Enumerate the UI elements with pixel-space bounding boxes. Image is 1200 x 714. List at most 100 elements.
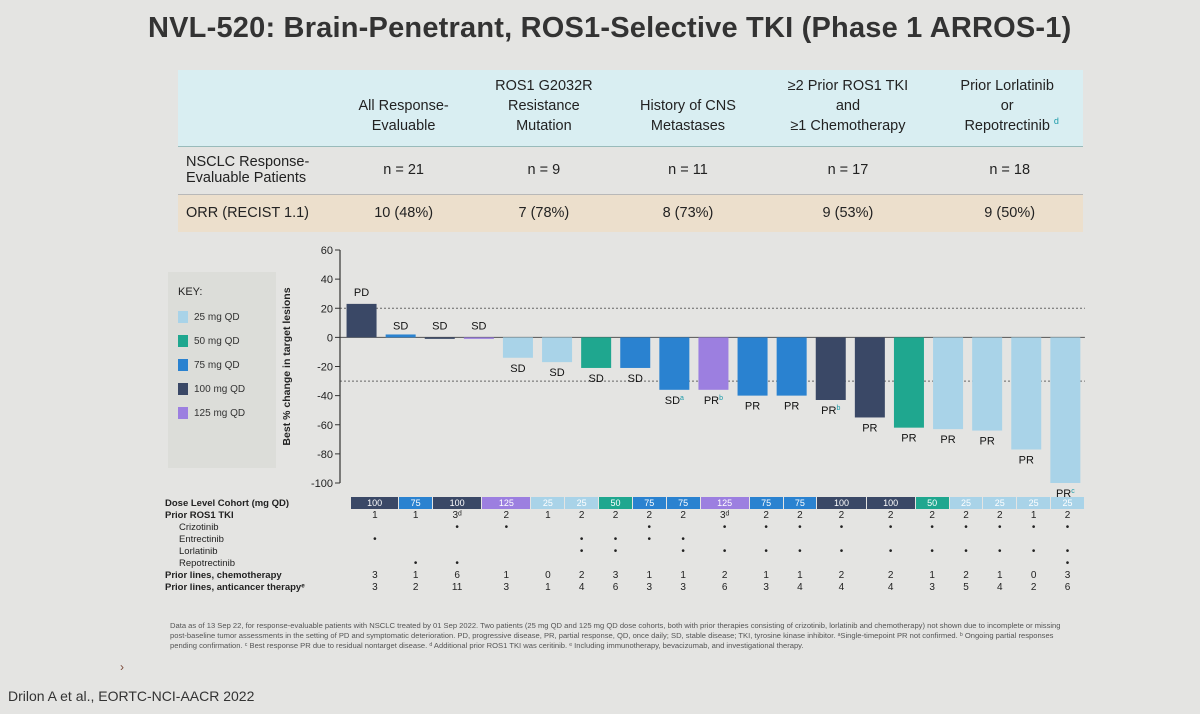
- detail-cell: •: [455, 557, 459, 569]
- key-swatch: [178, 383, 188, 395]
- detail-cell: [983, 533, 1017, 545]
- detail-cell: 3: [372, 581, 378, 593]
- summary-cell: n = 17: [759, 146, 937, 195]
- bar-label: SD: [589, 373, 604, 385]
- detail-cell: •: [764, 521, 768, 533]
- footnote: Data as of 13 Sep 22, for response-evalu…: [170, 621, 1061, 650]
- row-label-text: NSCLC Response- Evaluable Patients: [186, 154, 310, 186]
- dose-row-label: Dose Level Cohort (mg QD): [165, 497, 290, 509]
- bar-label: PD: [354, 287, 369, 299]
- detail-cell: [565, 521, 599, 533]
- bar-label: SD: [628, 373, 643, 385]
- summary-col-header: Prior Lorlatinib or Repotrectinib d: [936, 70, 1083, 147]
- summary-cell: 9 (53%): [822, 205, 874, 222]
- detail-cell: [915, 557, 949, 569]
- key-label: 25 mg QD: [194, 311, 240, 323]
- summary-row: NSCLC Response- Evaluable Patients n = 2…: [178, 146, 1083, 195]
- detail-cell: 2: [887, 509, 894, 521]
- detail-cell: 11: [451, 581, 463, 593]
- detail-cell: 3: [612, 569, 619, 581]
- detail-cell: 1: [797, 569, 803, 581]
- bar: [854, 337, 885, 418]
- detail-cell: •: [1065, 557, 1070, 569]
- key-swatch: [178, 407, 188, 419]
- y-tick-label: -60: [317, 420, 333, 432]
- dose-key: KEY: 25 mg QD 50 mg QD 75 mg QD 100 mg Q…: [168, 272, 276, 468]
- col-label: All Response- Evaluable: [358, 97, 449, 134]
- dose-cell: 75: [632, 497, 667, 509]
- detail-cell: 2: [997, 509, 1003, 521]
- y-tick-label: -20: [317, 362, 333, 374]
- detail-cell: [866, 557, 915, 569]
- detail-cell: 2: [412, 581, 419, 593]
- key-swatch: [178, 311, 188, 323]
- bar: [776, 337, 807, 396]
- y-tick-label: 20: [321, 303, 333, 315]
- summary-header-row: All Response- Evaluable ROS1 G2032R Resi…: [178, 70, 1083, 147]
- summary-col-header: History of CNS Metastases: [616, 70, 760, 147]
- bar: [933, 337, 964, 430]
- dose-cell: 125: [700, 497, 750, 509]
- detail-cell: [1017, 557, 1051, 569]
- bar: [815, 337, 846, 400]
- detail-cell: [1017, 533, 1051, 545]
- detail-row-label: Repotrectinib: [179, 557, 235, 569]
- detail-cell: 2: [797, 509, 803, 521]
- bar-label: SD: [510, 363, 525, 375]
- patient-detail-row: Entrectinib • • • • •: [165, 533, 1085, 545]
- detail-cell: 2: [680, 509, 686, 521]
- detail-cell: 4: [797, 581, 803, 593]
- detail-cell: [783, 557, 817, 569]
- detail-cell: 2: [838, 509, 845, 521]
- bar: [1050, 337, 1081, 483]
- bar-label-superscript: b: [719, 395, 723, 402]
- detail-cell: [666, 521, 700, 533]
- summary-cell: n = 21: [336, 146, 472, 195]
- detail-row-label: Prior lines, chemotherapy: [165, 569, 282, 581]
- detail-cell: 2: [721, 569, 728, 581]
- detail-cell: 2: [503, 509, 510, 521]
- bar: [463, 337, 494, 339]
- detail-cell: 3: [680, 581, 686, 593]
- key-label: 75 mg QD: [194, 359, 240, 371]
- detail-cell: •: [647, 521, 652, 533]
- bar-label: PR: [940, 434, 955, 446]
- detail-cell: 4: [838, 581, 845, 593]
- detail-cell: [351, 521, 399, 533]
- detail-cell: [915, 533, 949, 545]
- bar-label: SDa: [665, 395, 684, 407]
- bar-label-superscript: b: [836, 405, 840, 412]
- dose-cell: 50: [598, 497, 633, 509]
- detail-row-label: Lorlatinib: [179, 545, 218, 557]
- detail-cell: 2: [612, 509, 619, 521]
- detail-cell: [749, 533, 783, 545]
- key-item: 125 mg QD: [178, 406, 245, 420]
- detail-cell: •: [1031, 521, 1036, 533]
- key-swatch: [178, 359, 188, 371]
- detail-cell: [866, 533, 915, 545]
- patient-detail-row: Crizotinib • • • • • • • • • • • • •: [165, 521, 1085, 533]
- detail-cell: [632, 545, 666, 557]
- detail-cell: 1: [1030, 509, 1037, 521]
- detail-cell: •: [1065, 545, 1070, 557]
- dose-cell: 25: [982, 497, 1018, 509]
- detail-cell: •: [798, 521, 802, 533]
- detail-cell: •: [722, 545, 727, 557]
- key-item: 50 mg QD: [178, 334, 240, 348]
- summary-col-header: All Response- Evaluable: [336, 70, 472, 147]
- bar-label: SD: [549, 367, 564, 379]
- detail-cell: 6: [612, 581, 619, 593]
- detail-cell: 3: [1064, 569, 1071, 581]
- detail-cell: 6: [1064, 581, 1071, 593]
- detail-cell: [700, 533, 749, 545]
- detail-cell: •: [579, 533, 584, 545]
- y-tick-label: -80: [317, 449, 333, 461]
- bar-label: PR: [745, 401, 760, 413]
- summary-cell: n = 11: [616, 146, 760, 195]
- detail-cell: 3: [372, 569, 378, 581]
- dose-cell: 25: [1050, 497, 1085, 509]
- detail-cell: 3: [503, 581, 510, 593]
- detail-cell: 1: [545, 509, 551, 521]
- detail-cell: 2: [838, 569, 845, 581]
- detail-cell: [949, 533, 983, 545]
